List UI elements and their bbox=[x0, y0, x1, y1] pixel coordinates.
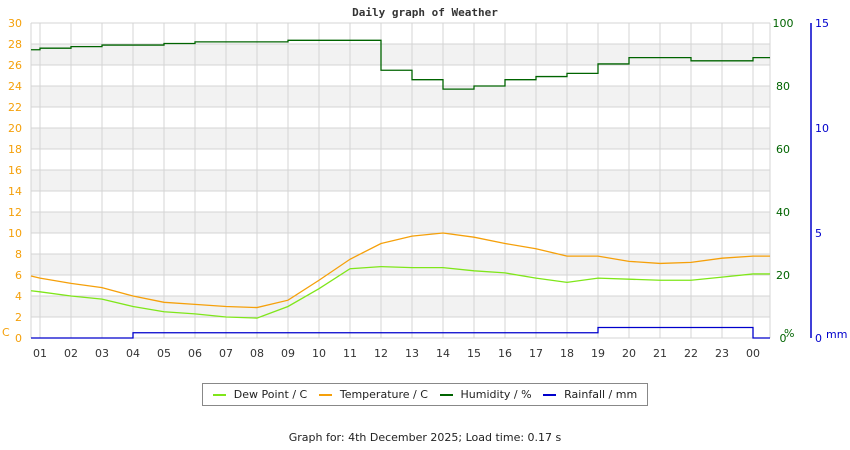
svg-text:22: 22 bbox=[8, 101, 22, 114]
x-tick-label: 11 bbox=[343, 347, 357, 360]
legend-label: Rainfall / mm bbox=[564, 388, 638, 401]
svg-text:%: % bbox=[784, 327, 794, 340]
humidity-swatch-icon bbox=[439, 393, 453, 396]
svg-text:28: 28 bbox=[8, 38, 22, 51]
svg-text:80: 80 bbox=[776, 80, 790, 93]
graph-footer: Graph for: 4th December 2025; Load time:… bbox=[288, 431, 562, 444]
chart-title: Daily graph of Weather bbox=[352, 6, 498, 19]
chart-legend: Dew Point / C Temperature / C Humidity /… bbox=[202, 383, 648, 406]
svg-text:C: C bbox=[2, 326, 10, 339]
series-line bbox=[30, 232, 770, 309]
svg-text:0: 0 bbox=[780, 332, 787, 345]
temperature-swatch-icon bbox=[318, 393, 332, 396]
x-tick-label: 16 bbox=[498, 347, 512, 360]
x-tick-label: 08 bbox=[250, 347, 264, 360]
x-tick-label: 03 bbox=[95, 347, 109, 360]
x-tick-label: 02 bbox=[64, 347, 78, 360]
legend-item-rainfall: Rainfall / mm bbox=[543, 388, 637, 401]
x-tick-label: 19 bbox=[591, 347, 605, 360]
legend-label: Humidity / % bbox=[460, 388, 532, 401]
svg-text:6: 6 bbox=[15, 269, 22, 282]
svg-text:0: 0 bbox=[815, 332, 822, 345]
svg-text:10: 10 bbox=[8, 227, 22, 240]
legend-item-dew-point: Dew Point / C bbox=[212, 388, 308, 401]
x-tick-label: 06 bbox=[188, 347, 202, 360]
svg-text:60: 60 bbox=[776, 143, 790, 156]
series-line bbox=[31, 326, 770, 339]
x-tick-label: 07 bbox=[219, 347, 233, 360]
x-tick-label: 05 bbox=[157, 347, 171, 360]
x-tick-label: 04 bbox=[126, 347, 140, 360]
x-tick-label: 22 bbox=[684, 347, 698, 360]
svg-text:24: 24 bbox=[8, 80, 22, 93]
series-line bbox=[30, 265, 770, 319]
x-tick-label: 15 bbox=[467, 347, 481, 360]
svg-text:20: 20 bbox=[8, 122, 22, 135]
svg-text:26: 26 bbox=[8, 59, 22, 72]
svg-text:2: 2 bbox=[15, 311, 22, 324]
svg-text:10: 10 bbox=[815, 122, 829, 135]
x-tick-label: 14 bbox=[436, 347, 450, 360]
svg-text:0: 0 bbox=[15, 332, 22, 345]
x-tick-label: 13 bbox=[405, 347, 419, 360]
svg-text:5: 5 bbox=[815, 227, 822, 240]
rainfall-swatch-icon bbox=[543, 393, 557, 396]
legend-item-temperature: Temperature / C bbox=[318, 388, 428, 401]
svg-text:100: 100 bbox=[773, 17, 794, 30]
dew-point-swatch-icon bbox=[212, 393, 226, 396]
svg-text:20: 20 bbox=[776, 269, 790, 282]
svg-text:mm: mm bbox=[826, 328, 847, 341]
x-tick-label: 23 bbox=[715, 347, 729, 360]
x-tick-label: 17 bbox=[529, 347, 543, 360]
x-tick-label: 01 bbox=[33, 347, 47, 360]
svg-text:4: 4 bbox=[15, 290, 22, 303]
svg-text:30: 30 bbox=[8, 17, 22, 30]
svg-text:18: 18 bbox=[8, 143, 22, 156]
series-line bbox=[31, 39, 770, 90]
x-tick-label: 18 bbox=[560, 347, 574, 360]
x-tick-label: 09 bbox=[281, 347, 295, 360]
svg-text:8: 8 bbox=[15, 248, 22, 261]
x-tick-label: 00 bbox=[746, 347, 760, 360]
svg-text:40: 40 bbox=[776, 206, 790, 219]
svg-text:16: 16 bbox=[8, 164, 22, 177]
chart-plot: 01 02 03 04 05 06 07 08 09 10 11 12 13 14 15 16 17 18 19 20… bbox=[2, 17, 847, 360]
svg-text:14: 14 bbox=[8, 185, 22, 198]
x-tick-label: 20 bbox=[622, 347, 636, 360]
x-tick-label: 12 bbox=[374, 347, 388, 360]
svg-text:12: 12 bbox=[8, 206, 22, 219]
x-tick-label: 10 bbox=[312, 347, 326, 360]
legend-item-humidity: Humidity / % bbox=[439, 388, 532, 401]
svg-text:15: 15 bbox=[815, 17, 829, 30]
legend-label: Dew Point / C bbox=[233, 388, 308, 401]
legend-label: Temperature / C bbox=[339, 388, 428, 401]
x-tick-label: 21 bbox=[653, 347, 667, 360]
